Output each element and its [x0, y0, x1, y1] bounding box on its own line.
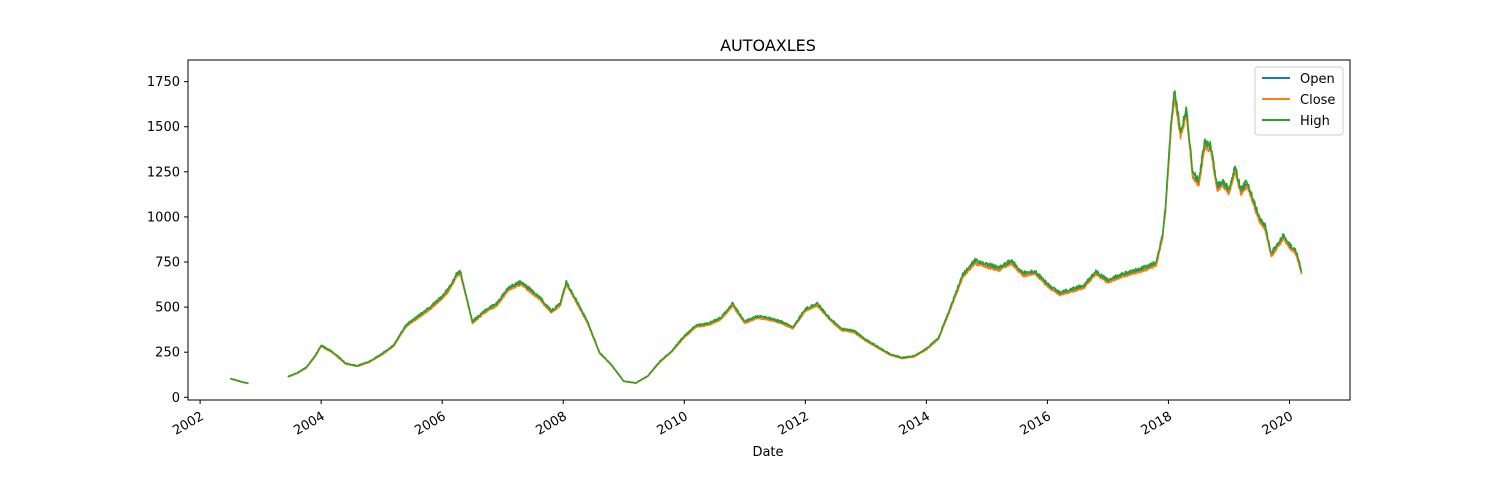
x-tick-label: 2008: [533, 409, 569, 439]
legend-item-close: Close: [1262, 93, 1335, 108]
series-line-high: [230, 377, 249, 384]
legend-box: [1254, 66, 1344, 136]
x-tick-label: 2010: [655, 409, 691, 439]
legend: Open Close High: [1254, 66, 1344, 136]
x-tick-label: 2014: [897, 409, 933, 439]
legend-item-high: High: [1262, 114, 1330, 129]
series-close: [230, 96, 1303, 385]
x-tick-label: 2002: [170, 409, 206, 439]
plot-area-frame: [187, 59, 1351, 401]
y-tick-label: 0: [172, 391, 180, 406]
y-tick-label: 250: [155, 346, 180, 361]
x-tick-label: 2004: [291, 409, 327, 439]
chart-title: AUTOAXLES: [720, 36, 816, 55]
series-line-open: [287, 96, 1303, 384]
series-layer: [230, 90, 1303, 385]
legend-label-open: Open: [1300, 72, 1335, 87]
y-axis: 0 250 500 750 1000 1250 1500 1750: [147, 75, 188, 406]
y-tick-label: 1750: [147, 75, 180, 90]
legend-label-close: Close: [1300, 93, 1335, 108]
legend-label-high: High: [1300, 114, 1330, 129]
series-high: [230, 90, 1302, 384]
x-axis: 2002 2004 2006 2008 2010 2012 2014 2016 2018 2020: [170, 400, 1296, 439]
series-line-close: [287, 96, 1303, 384]
y-tick-label: 1500: [147, 120, 180, 135]
legend-item-open: Open: [1262, 72, 1335, 87]
x-axis-label: Date: [752, 445, 783, 460]
x-tick-label: 2018: [1139, 409, 1175, 439]
x-tick-label: 2016: [1018, 409, 1054, 439]
y-tick-label: 1250: [147, 165, 180, 180]
y-tick-label: 500: [155, 301, 180, 316]
x-tick-label: 2006: [412, 409, 448, 439]
y-tick-label: 1000: [147, 210, 180, 225]
series-open: [230, 96, 1303, 385]
x-tick-label: 2020: [1260, 409, 1296, 439]
y-tick-label: 750: [155, 256, 180, 271]
x-tick-label: 2012: [776, 409, 812, 439]
series-line-high: [287, 90, 1302, 384]
